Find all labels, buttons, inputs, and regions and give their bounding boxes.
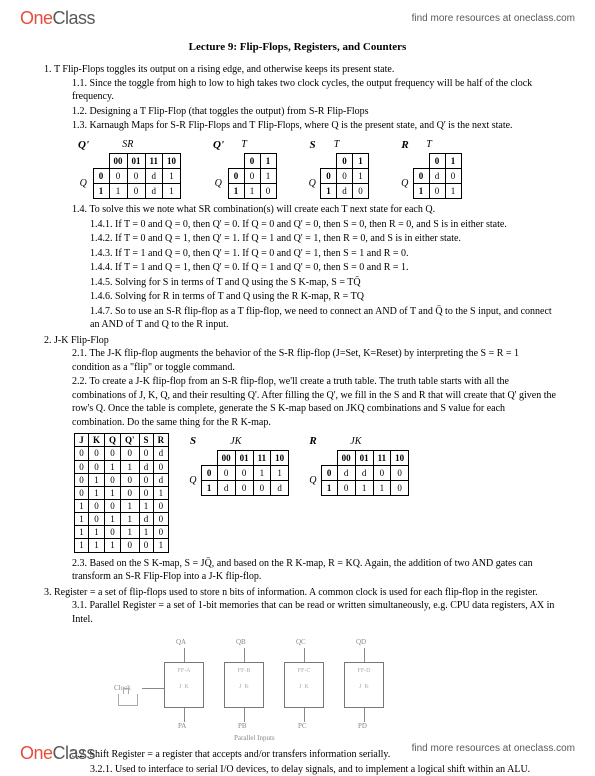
kmap-t: Q'T01Q001110 [209,137,277,200]
page-title: Lecture 9: Flip-Flops, Registers, and Co… [0,41,595,53]
p147: 1.4.7. So to use an S-R flip-flop as a T… [54,305,559,332]
header-tagline[interactable]: find more resources at oneclass.com [412,13,575,24]
p143: 1.4.3. If T = 1 and Q = 0, then Q' = 1. … [54,247,559,261]
sec3-heading: Register = a set of flip-flops used to s… [54,587,538,598]
p31: 3.1. Parallel Register = a set of 1-bit … [54,599,559,626]
p145: 1.4.5. Solving for S in terms of T and Q… [54,276,559,290]
sec2-heading: J-K Flip-Flop [54,335,109,346]
footer-logo-class: Class [53,743,96,763]
p146: 1.4.6. Solving for R in terms of T and Q… [54,290,559,304]
register-diagram: FF-AJ KQAPAFF-BJ KQBPBFF-CJ KQCPCFF-DJ K… [114,632,414,742]
logo: OneClass [20,8,95,29]
p321: 3.2.1. Used to interface to serial I/O d… [54,763,559,776]
p23: 2.3. Based on the S K-map, S = JQ̄, and … [54,557,559,584]
p22: 2.2. To create a J-K flip-flop from an S… [54,375,559,429]
jk-tables-row: JKQQ'SR00000d0011d001000d011001100110101… [74,433,559,552]
kmap-r: RT01Q0d0101 [397,137,462,200]
p144: 1.4.4. If T = 1 and Q = 1, then Q' = 0. … [54,261,559,275]
kmap-s: ST01Q0011d0 [305,137,370,200]
p141: 1.4.1. If T = 0 and Q = 0, then Q' = 0. … [54,218,559,232]
p11: 1.1. Since the toggle from high to low t… [54,77,559,104]
p13: 1.3. Karnaugh Maps for S-R Flip-Flops an… [54,119,559,133]
logo-class: Class [53,8,96,28]
kmap-sr: Q'SR00011110Q000d1110d1 [74,137,181,200]
content: T Flip-Flops toggles its output on a ris… [0,63,595,776]
footer-tagline[interactable]: find more resources at oneclass.com [412,743,575,764]
footer-logo: OneClass [20,743,95,764]
footer-bar: OneClass find more resources at oneclass… [0,743,595,764]
p12: 1.2. Designing a T Flip-Flop (that toggl… [54,105,559,119]
logo-one: One [20,8,53,28]
kmap-jk-r: RJK00011110Q0dd0010110 [305,433,409,496]
p14: 1.4. To solve this we note what SR combi… [54,203,559,217]
sec-2: J-K Flip-Flop 2.1. The J-K flip-flop aug… [54,334,559,584]
sec-1: T Flip-Flops toggles its output on a ris… [54,63,559,332]
sec1-heading: T Flip-Flops toggles its output on a ris… [54,64,394,75]
kmap-row-1: Q'SR00011110Q000d1110d1 Q'T01Q001110 ST0… [74,137,559,200]
p142: 1.4.2. If T = 0 and Q = 1, then Q' = 1. … [54,232,559,246]
kmap-jk-s: SJK00011110Q000111d00d [185,433,289,496]
jk-truth-table: JKQQ'SR00000d0011d001000d011001100110101… [74,433,169,552]
footer-logo-one: One [20,743,53,763]
p21: 2.1. The J-K flip-flop augments the beha… [54,347,559,374]
header-bar: OneClass find more resources at oneclass… [0,0,595,33]
